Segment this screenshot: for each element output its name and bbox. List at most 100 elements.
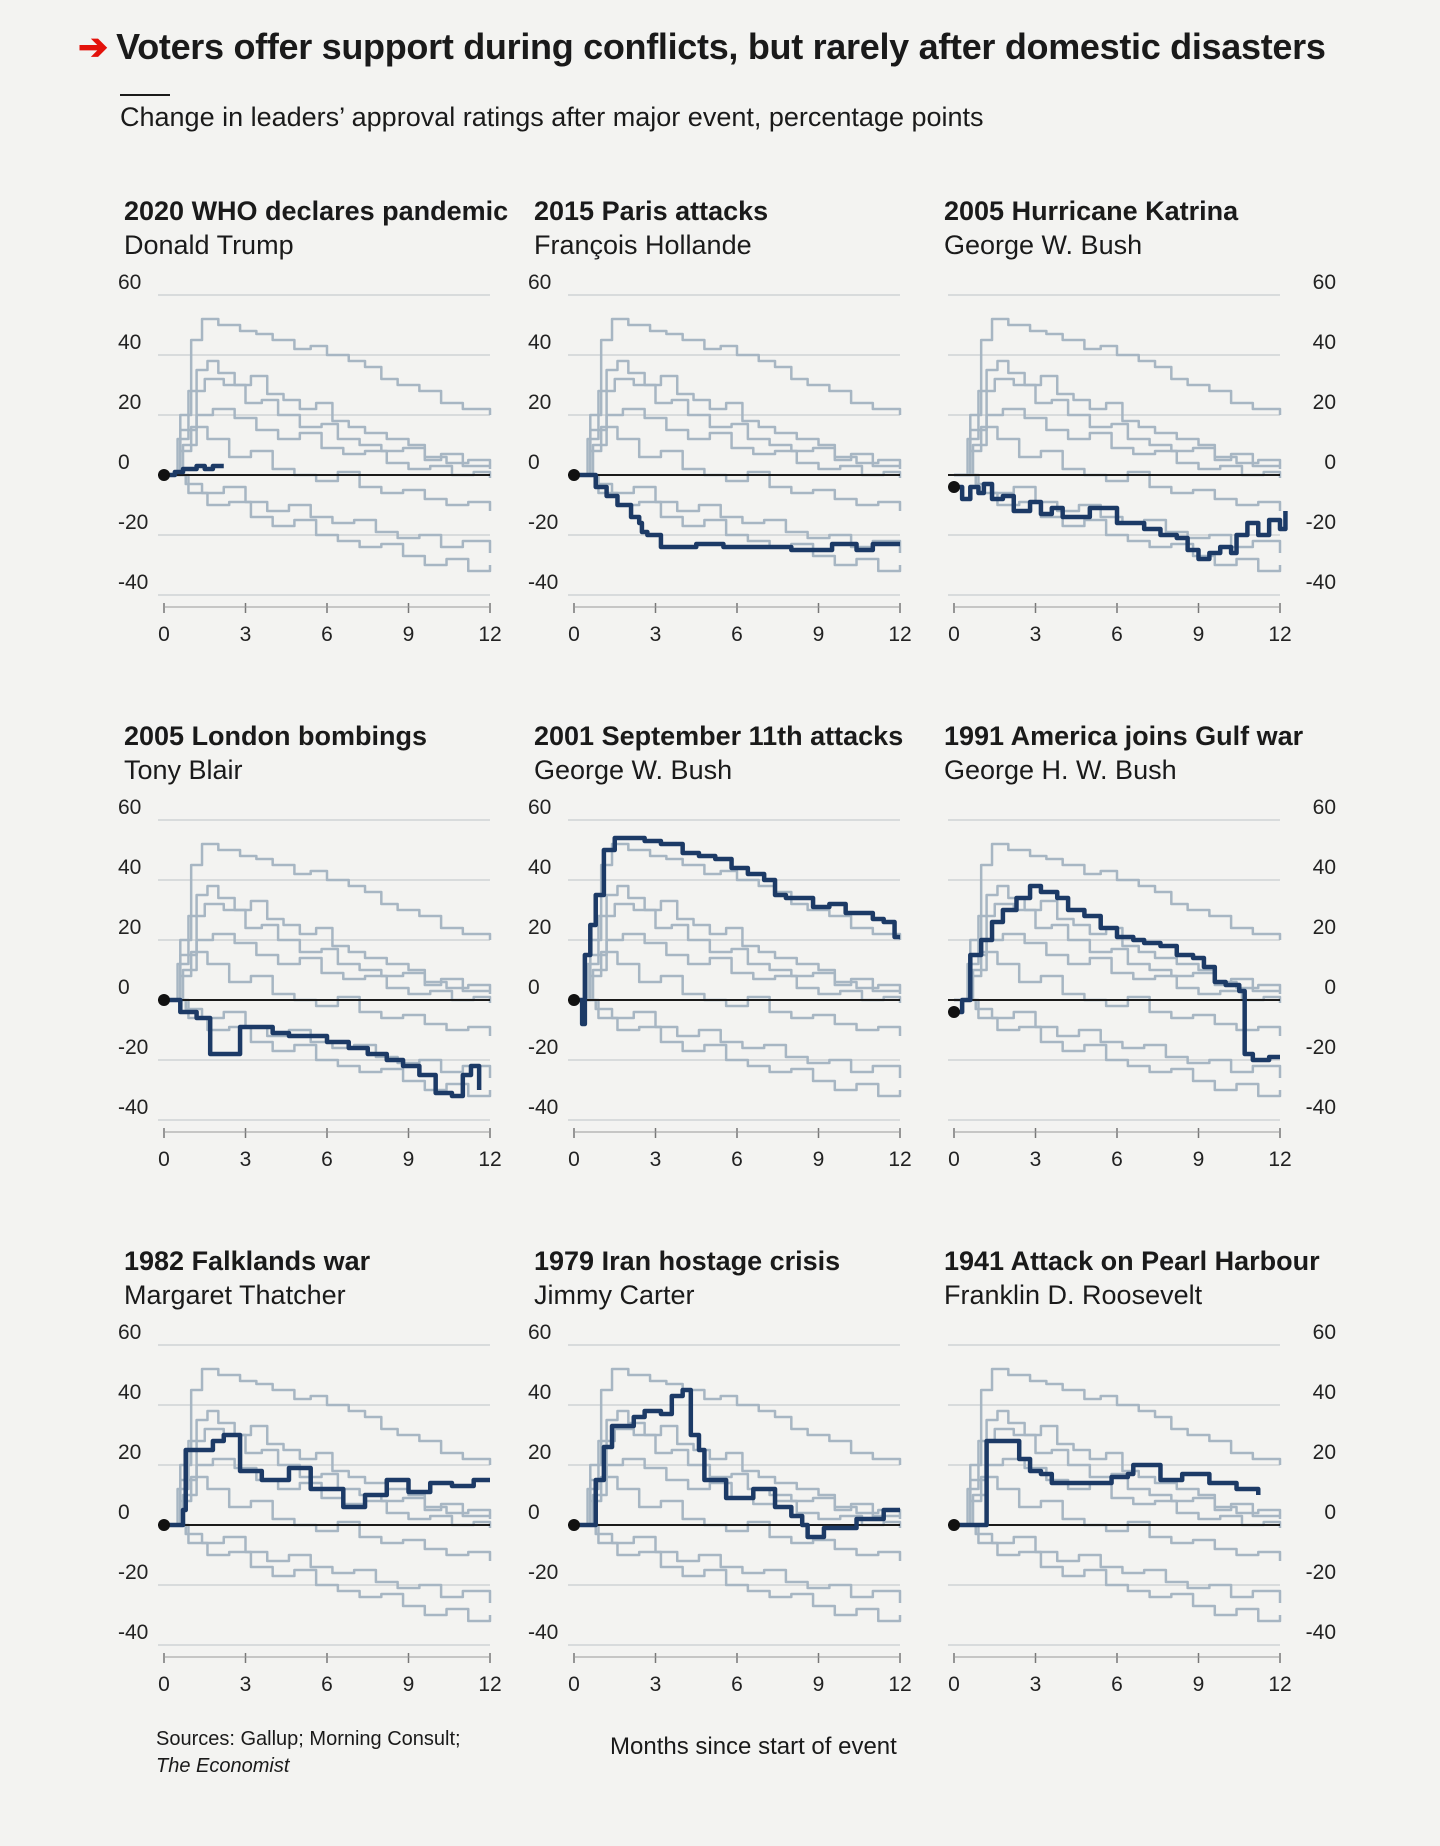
small-multiples-grid: 2020 WHO declares pandemic Donald Trump … (110, 196, 1340, 1771)
y-tick-label: 40 (528, 1381, 551, 1404)
background-series-line (574, 932, 902, 1003)
y-tick-label: -40 (528, 1096, 558, 1119)
panel-leader: Margaret Thatcher (124, 1280, 346, 1310)
background-series-line (954, 317, 1282, 477)
panel-chart: 60 40 20 0 -20 -40 0 3 6 9 12 (118, 1321, 502, 1696)
x-tick-label: 3 (240, 1148, 252, 1171)
y-tick-label: -20 (528, 1561, 558, 1584)
y-tick-label: 40 (118, 856, 141, 879)
y-tick-label: 40 (1313, 331, 1336, 354)
background-series-line (574, 1457, 902, 1528)
background-series-line (954, 1367, 1282, 1527)
background-series-line (164, 377, 492, 477)
y-tick-label: 20 (118, 916, 141, 939)
y-tick-label: 40 (118, 1381, 141, 1404)
panel-1: 2015 Paris attacks François Hollande 60 4… (520, 196, 930, 721)
y-tick-label: -20 (118, 1561, 148, 1584)
background-series-line (954, 1457, 1282, 1528)
y-tick-label: -40 (118, 1096, 148, 1119)
x-tick-label: 12 (888, 1673, 911, 1696)
highlight-series-line (954, 1438, 1261, 1528)
panel-leader: Tony Blair (124, 755, 243, 785)
title-row: ➔ Voters offer support during conflicts,… (78, 26, 1398, 68)
background-series-line (164, 1523, 492, 1603)
y-tick-label: 0 (528, 451, 540, 474)
background-series-line (954, 1409, 1280, 1527)
panel-8: 1941 Attack on Pearl Harbour Franklin D.… (930, 1246, 1340, 1771)
y-tick-label: -20 (118, 511, 148, 534)
highlight-series-line (164, 1432, 490, 1528)
background-series-line (164, 473, 492, 553)
background-series-line (164, 932, 492, 1003)
y-tick-label: 60 (528, 1321, 551, 1344)
background-series-line (164, 884, 490, 1002)
start-point (568, 469, 580, 481)
background-series-line (164, 473, 492, 573)
background-series-line (574, 884, 900, 1002)
x-tick-label: 9 (1193, 623, 1205, 646)
x-tick-label: 6 (731, 623, 743, 646)
x-tick-label: 12 (478, 1673, 501, 1696)
panel-chart: 60 40 20 0 -20 -40 0 3 6 9 12 (528, 796, 912, 1171)
background-series-line (954, 998, 1282, 1098)
y-tick-label: 60 (1313, 796, 1336, 819)
background-series-line (574, 902, 902, 1002)
y-tick-label: 60 (528, 796, 551, 819)
y-tick-label: -20 (1306, 511, 1336, 534)
start-point (948, 1519, 960, 1531)
arrow-right-icon: ➔ (78, 26, 109, 67)
highlight-series-line (954, 883, 1280, 1063)
panel-7: 1979 Iran hostage crisis Jimmy Carter 60… (520, 1246, 930, 1771)
x-tick-label: 9 (1193, 1673, 1205, 1696)
background-series-line (574, 1427, 902, 1527)
y-tick-label: 0 (528, 976, 540, 999)
x-tick-label: 6 (321, 623, 333, 646)
y-tick-label: -40 (118, 1621, 148, 1644)
panel-event-title: 2015 Paris attacks (534, 196, 769, 226)
panel-leader: Jimmy Carter (534, 1280, 695, 1310)
sources-publisher: The Economist (156, 1755, 290, 1777)
y-tick-label: -20 (118, 1036, 148, 1059)
x-tick-label: 0 (948, 623, 960, 646)
y-tick-label: 40 (1313, 856, 1336, 879)
panel-chart: 60 40 20 0 -20 -40 0 3 6 9 12 (948, 796, 1336, 1171)
y-tick-label: 20 (528, 1441, 551, 1464)
y-tick-label: -20 (1306, 1036, 1336, 1059)
x-tick-label: 12 (1268, 1148, 1291, 1171)
y-tick-label: -40 (118, 571, 148, 594)
x-tick-label: 9 (1193, 1148, 1205, 1171)
background-series-line (574, 407, 902, 478)
y-tick-label: 0 (118, 451, 130, 474)
panel-chart: 60 40 20 0 -20 -40 0 3 6 9 12 (528, 271, 912, 646)
y-tick-label: 40 (118, 331, 141, 354)
highlight-series-line (164, 997, 482, 1099)
background-series-line (164, 1475, 492, 1561)
start-point (568, 994, 580, 1006)
highlight-series-line (574, 472, 900, 553)
y-tick-label: 0 (528, 1501, 540, 1524)
background-series-line (954, 377, 1282, 477)
background-series-line (164, 1523, 492, 1623)
background-series-line (954, 359, 1280, 477)
panel-event-title: 1991 America joins Gulf war (944, 721, 1304, 751)
background-series-line (574, 1475, 902, 1561)
x-tick-label: 3 (1030, 1148, 1042, 1171)
y-tick-label: -20 (528, 511, 558, 534)
x-tick-label: 0 (948, 1148, 960, 1171)
background-series-line (954, 425, 1282, 511)
background-series-line (954, 884, 1280, 1002)
y-tick-label: 20 (528, 391, 551, 414)
y-tick-label: 0 (1324, 451, 1336, 474)
background-series-line (574, 473, 902, 573)
y-tick-label: 0 (118, 1501, 130, 1524)
x-tick-label: 0 (158, 1673, 170, 1696)
x-tick-label: 3 (240, 623, 252, 646)
x-tick-label: 3 (650, 1673, 662, 1696)
x-tick-label: 6 (1111, 623, 1123, 646)
y-tick-label: 40 (528, 856, 551, 879)
y-tick-label: 20 (118, 391, 141, 414)
background-series-line (574, 473, 902, 553)
highlight-series-line (954, 481, 1288, 562)
start-point (948, 481, 960, 493)
y-tick-label: -40 (528, 571, 558, 594)
